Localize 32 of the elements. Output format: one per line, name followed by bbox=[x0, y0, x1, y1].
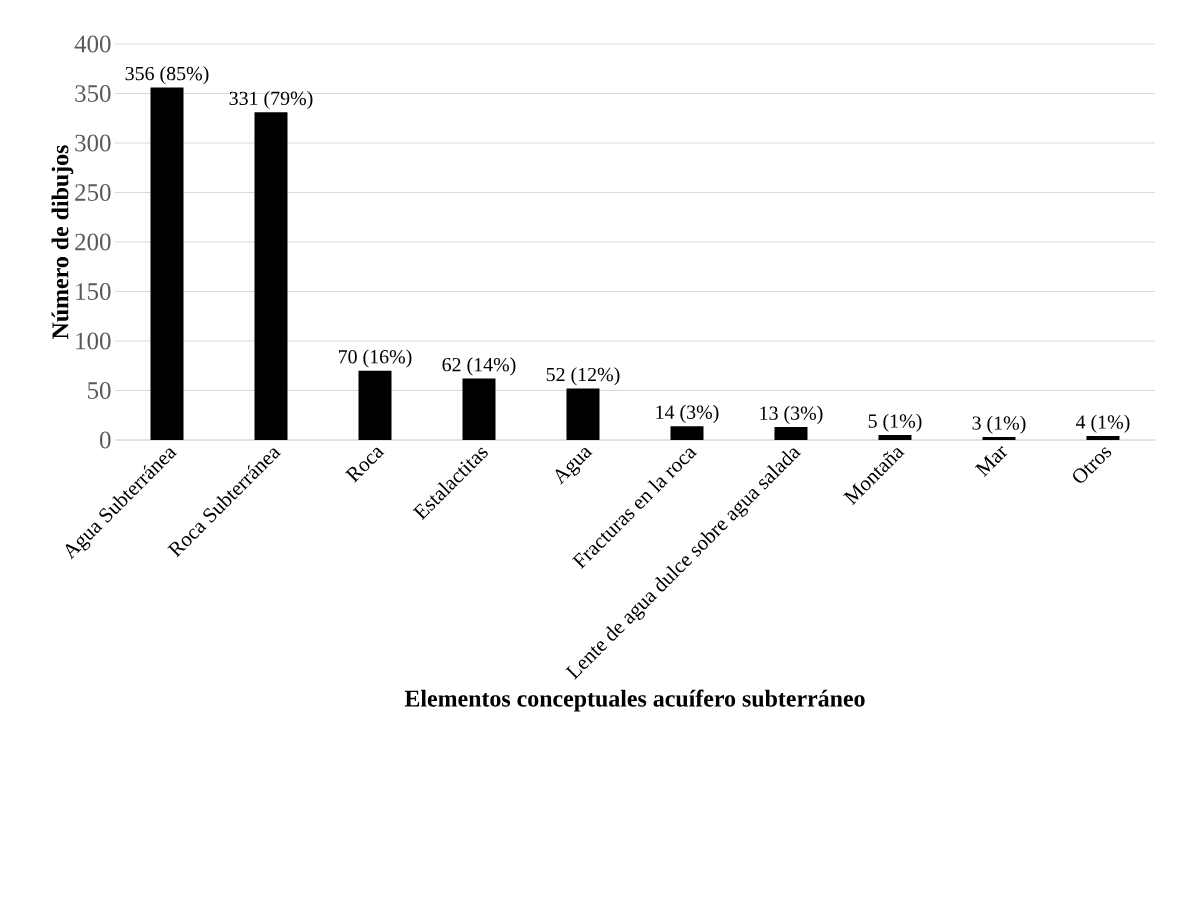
bar bbox=[254, 112, 288, 440]
y-tick-label: 50 bbox=[88, 382, 111, 399]
bar bbox=[1086, 436, 1120, 440]
data-label: 70 (16%) bbox=[338, 349, 412, 368]
bar bbox=[462, 378, 496, 440]
bar bbox=[670, 426, 704, 440]
y-tick-label: 0 bbox=[99, 431, 111, 449]
data-label: 3 (1%) bbox=[972, 415, 1026, 434]
y-tick-label: 100 bbox=[76, 332, 111, 350]
bar bbox=[982, 437, 1016, 440]
y-tick-label: 300 bbox=[75, 134, 111, 152]
y-axis-title: Número de dibujos bbox=[51, 145, 74, 339]
y-tick-label: 150 bbox=[76, 283, 111, 300]
bar bbox=[150, 87, 184, 440]
bar bbox=[566, 388, 600, 440]
y-tick-label: 400 bbox=[74, 35, 111, 53]
bar bbox=[878, 435, 912, 440]
bar bbox=[774, 427, 808, 440]
x-tick-label: Mar bbox=[974, 445, 1008, 477]
data-label: 4 (1%) bbox=[1075, 414, 1130, 433]
data-label: 52 (12%) bbox=[546, 367, 620, 386]
data-label: 356 (85%) bbox=[125, 66, 209, 85]
y-tick-label: 350 bbox=[75, 85, 111, 102]
y-tick-label: 250 bbox=[75, 184, 111, 201]
data-label: 5 (1%) bbox=[868, 413, 922, 432]
x-axis-title: Elementos conceptuales acuífero subterráneo bbox=[404, 689, 865, 712]
data-label: 62 (14%) bbox=[442, 357, 516, 376]
data-label: 331 (79%) bbox=[229, 91, 313, 110]
data-label: 13 (3%) bbox=[760, 405, 823, 424]
y-tick-label: 200 bbox=[75, 233, 111, 251]
data-label: 14 (3%) bbox=[656, 404, 719, 423]
bar bbox=[358, 370, 392, 440]
